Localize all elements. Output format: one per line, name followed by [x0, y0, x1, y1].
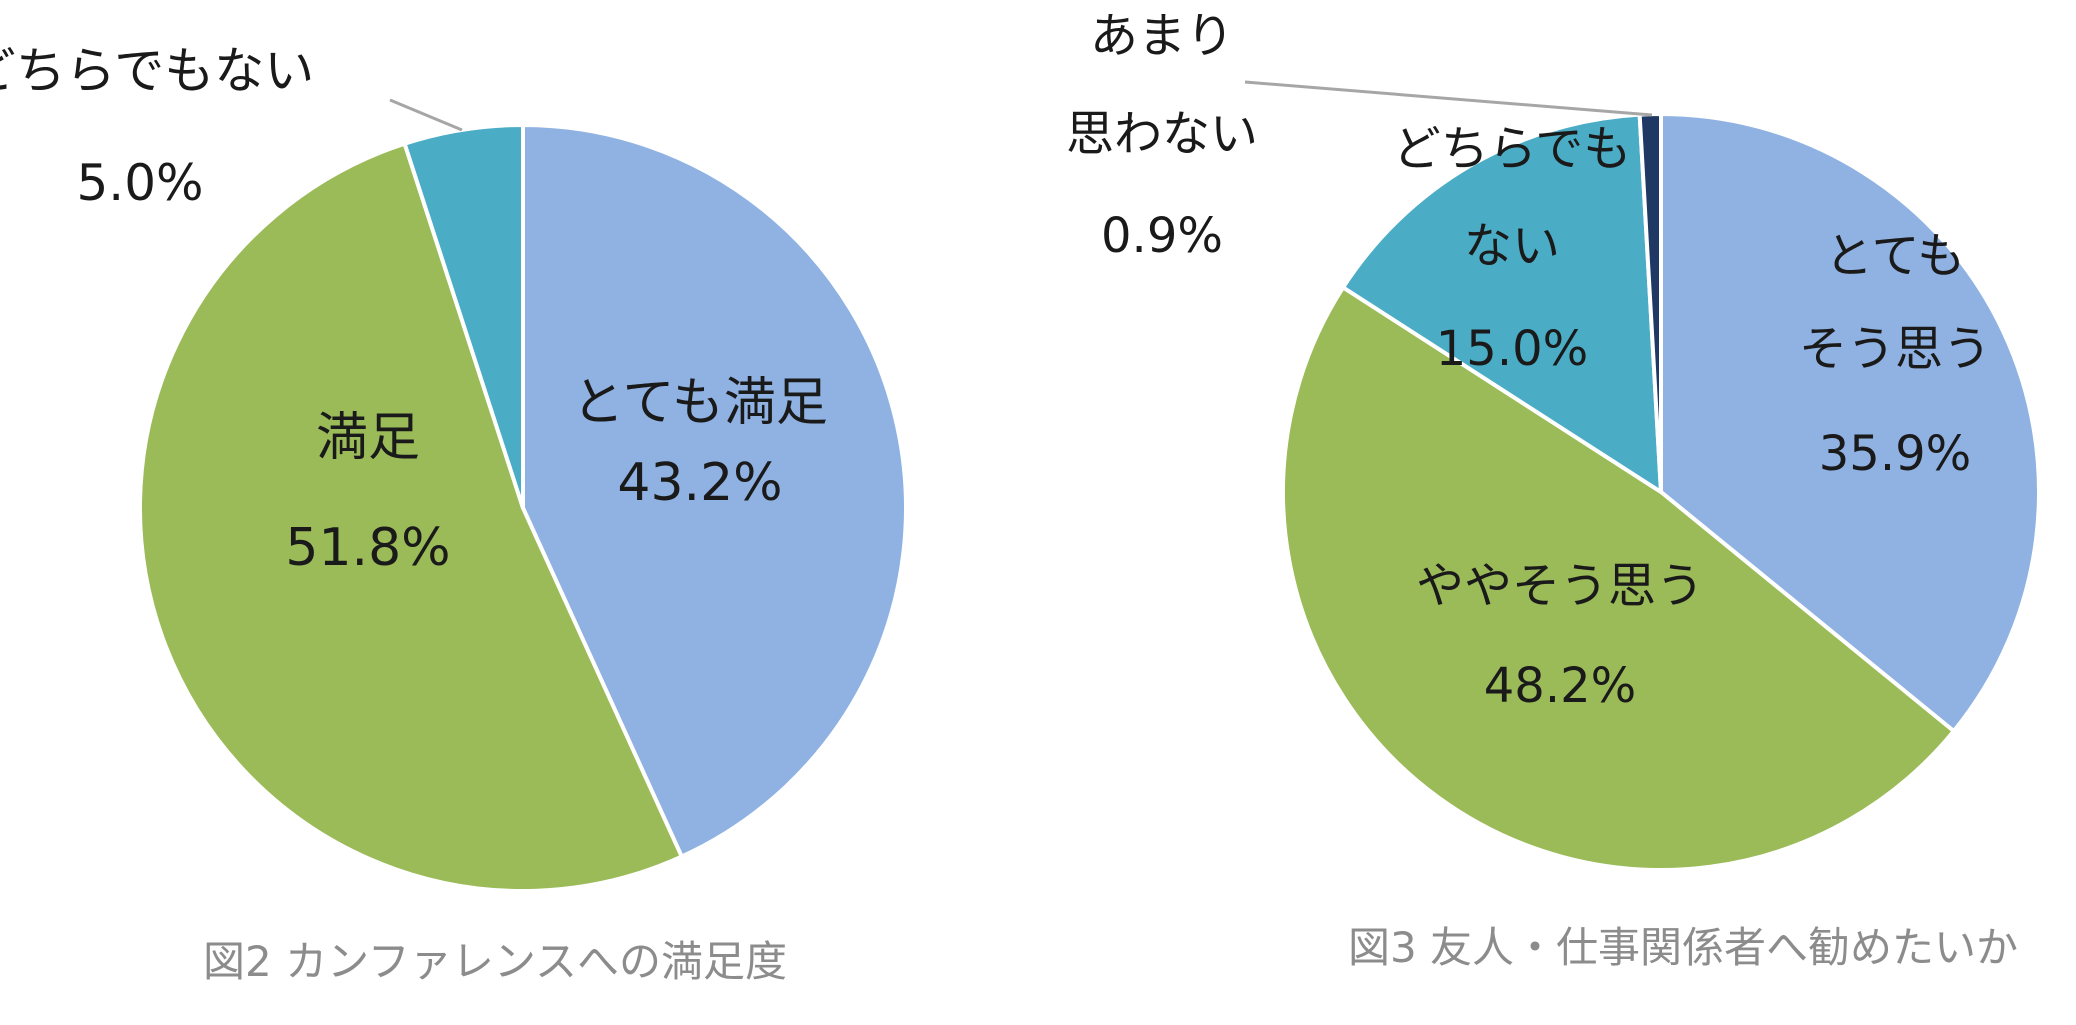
- pie-slice-1-3: [402, 122, 525, 509]
- slice-label-1-2: 満足: [316, 408, 420, 468]
- slice-value-label-1-2: 51.8%: [285, 518, 450, 578]
- slice-label-2-3-line2: ない: [1464, 218, 1560, 274]
- slice-label-2-4-line2: 思わない: [1066, 106, 1258, 162]
- pie-slice-2-3: [1340, 112, 1664, 496]
- pie-slice-2-2: [1281, 284, 1957, 872]
- slice-value-label-2-1: 35.9%: [1819, 426, 1971, 482]
- slice-label-2-2: ややそう思う: [1416, 558, 1704, 614]
- chart-title-recommendation: 図3 友人・仕事関係者へ勧めたいか: [1348, 923, 2018, 972]
- leader-line-2-4: [1244, 80, 1653, 117]
- slice-value-label-2-2: 48.2%: [1484, 658, 1636, 714]
- slice-label-1-3: どちらでもない: [0, 42, 314, 100]
- pie-chart-conference-satisfaction: とても満足 43.2% 満足 51.8% どちらでもない 5.0%: [0, 42, 909, 894]
- slice-value-label-1-3: 5.0%: [76, 154, 203, 212]
- chart-title-satisfaction: 図2 カンファレンスへの満足度: [203, 937, 787, 986]
- pie-slice-1-2: [137, 141, 685, 894]
- pie-slice-2-1: [1659, 111, 2041, 734]
- pie-slice-1-1: [521, 122, 909, 860]
- slice-value-label-2-4: 0.9%: [1101, 208, 1223, 264]
- slice-label-2-3-line1: どちらでも: [1393, 121, 1632, 177]
- slice-value-label-1-1: 43.2%: [617, 453, 782, 513]
- slice-label-2-1-line1: とても: [1825, 228, 1965, 284]
- slice-label-2-4-line1: あまり: [1090, 8, 1234, 64]
- leader-line-1-3: [389, 98, 463, 132]
- slice-value-label-2-3: 15.0%: [1436, 321, 1588, 377]
- slice-label-2-1-line2: そう思う: [1799, 321, 1991, 377]
- slice-label-1-1: とても満足: [572, 373, 828, 433]
